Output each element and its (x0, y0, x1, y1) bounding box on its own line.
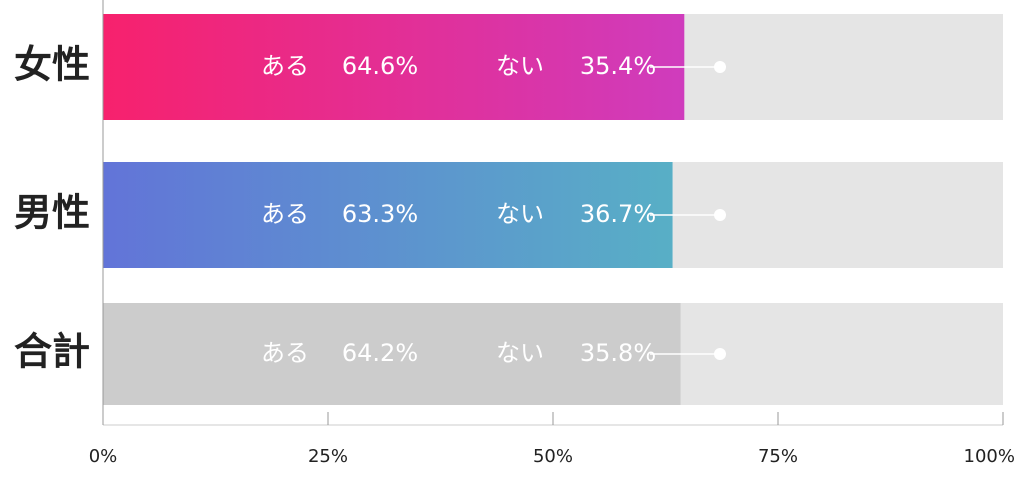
series-label: ない (496, 339, 544, 367)
x-tick-label: 25% (308, 446, 348, 467)
bar-segment (680, 303, 1003, 405)
category-label: 男性 (14, 191, 90, 235)
bar-segment (103, 303, 681, 405)
x-tick-label: 100% (964, 446, 1015, 467)
leader-dot (714, 348, 726, 360)
value-label: 35.4% (580, 52, 656, 80)
x-tick-label: 0% (89, 446, 118, 467)
series-label: ない (496, 200, 544, 228)
series-label: ない (496, 52, 544, 80)
bar-segment (684, 14, 1003, 120)
bar-segment (103, 162, 673, 268)
leader-dot (714, 61, 726, 73)
value-label: 35.8% (580, 339, 656, 367)
category-label: 女性 (14, 43, 90, 87)
x-tick-label: 75% (758, 446, 798, 467)
bar-segment (103, 14, 685, 120)
bar-segment (672, 162, 1003, 268)
series-label: ある (261, 339, 309, 367)
series-label: ある (261, 200, 309, 228)
x-tick-label: 50% (533, 446, 573, 467)
value-label: 64.2% (342, 339, 418, 367)
value-label: 64.6% (342, 52, 418, 80)
category-label: 合計 (14, 330, 90, 374)
value-label: 63.3% (342, 200, 418, 228)
value-label: 36.7% (580, 200, 656, 228)
leader-dot (714, 209, 726, 221)
series-label: ある (261, 52, 309, 80)
